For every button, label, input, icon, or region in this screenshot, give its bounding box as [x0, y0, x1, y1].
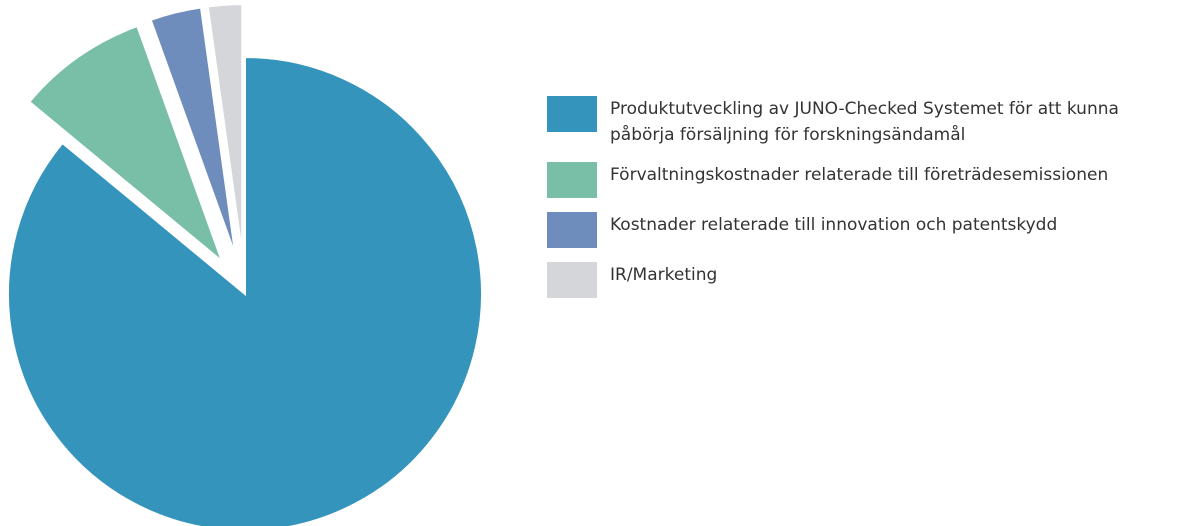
pie-slice — [149, 6, 237, 256]
pie-slice — [7, 55, 483, 526]
legend: Produktutveckling av JUNO-Checked System… — [547, 96, 1187, 312]
legend-label: IR/Marketing — [610, 265, 718, 285]
legend-swatch — [547, 262, 597, 298]
legend-item: Förvaltningskostnader relaterade till fö… — [547, 162, 1187, 198]
legend-item: Kostnader relaterade till innovation och… — [547, 212, 1187, 248]
legend-item: Produktutveckling av JUNO-Checked System… — [547, 96, 1187, 148]
legend-label: Kostnader relaterade till innovation och… — [610, 215, 1058, 235]
legend-item: IR/Marketing — [547, 262, 1187, 298]
pie-slice — [206, 3, 244, 255]
pie-slice — [27, 24, 225, 265]
legend-label: Förvaltningskostnader relaterade till fö… — [610, 165, 1109, 185]
legend-swatch — [547, 162, 597, 198]
legend-swatch — [547, 212, 597, 248]
legend-label: Produktutveckling av JUNO-Checked System… — [610, 99, 1119, 145]
legend-swatch — [547, 96, 597, 132]
